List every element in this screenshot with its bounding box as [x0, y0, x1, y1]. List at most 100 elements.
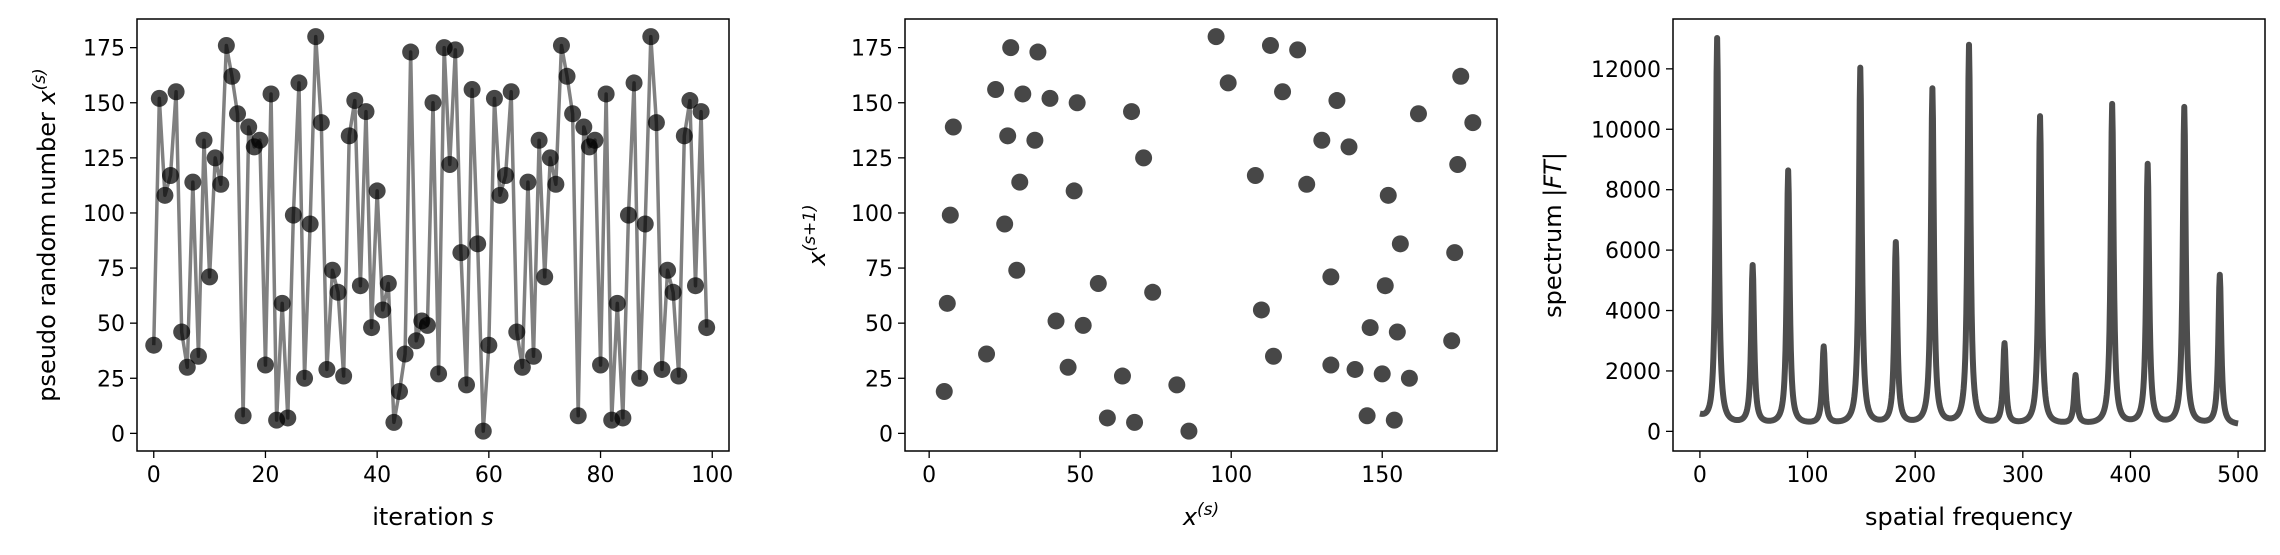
scatter-point [1409, 105, 1427, 123]
data-point [374, 301, 392, 319]
data-point [619, 206, 637, 224]
data-point [223, 67, 241, 85]
y-tick-label: 0 [879, 422, 893, 447]
data-point [418, 316, 436, 334]
scatter-point [1047, 312, 1065, 330]
data-point [675, 127, 693, 145]
data-point [569, 407, 587, 425]
y-tick-label: 2000 [1605, 360, 1661, 385]
y-tick-label: 8000 [1605, 179, 1661, 204]
data-point [681, 92, 699, 110]
scatter-point [1219, 74, 1237, 92]
scatter-point [1180, 422, 1198, 440]
data-point [396, 345, 414, 363]
y-axis-label: pseudo random number x(s) [30, 68, 61, 402]
scatter-point [1346, 360, 1364, 378]
data-point [469, 235, 487, 253]
data-point [670, 367, 688, 385]
data-point [357, 103, 375, 121]
x-tick-label: 80 [587, 463, 615, 488]
data-point [301, 215, 319, 233]
x-tick-label: 50 [1066, 463, 1094, 488]
data-point [430, 365, 448, 383]
data-point [446, 41, 464, 59]
scatter-point [1452, 67, 1470, 85]
data-point [424, 94, 442, 112]
x-tick-label: 200 [1894, 463, 1936, 488]
scatter-point [938, 294, 956, 312]
data-point [592, 356, 610, 374]
scatter-point [1373, 365, 1391, 383]
data-point [279, 409, 297, 427]
y-tick-label: 12000 [1591, 58, 1661, 83]
data-point [173, 323, 191, 341]
scatter-point [1391, 235, 1409, 253]
data-point [217, 36, 235, 54]
scatter-point [1358, 407, 1376, 425]
data-point [558, 67, 576, 85]
axes-frame [136, 18, 730, 452]
data-point [474, 422, 492, 440]
data-point [212, 175, 230, 193]
scatter-point [1059, 358, 1077, 376]
scatter-point [1026, 131, 1044, 149]
y-tick-label: 6000 [1605, 239, 1661, 264]
data-point [167, 83, 185, 101]
y-tick-label: 100 [83, 202, 125, 227]
y-axis-label: x(s+1) [800, 204, 831, 266]
scatter-point [1135, 149, 1153, 167]
data-point [150, 89, 168, 107]
data-point [458, 376, 476, 394]
data-point [625, 74, 643, 92]
axes-frame [1672, 18, 2266, 452]
data-point [290, 74, 308, 92]
data-point [463, 81, 481, 99]
x-tick-label: 0 [922, 463, 936, 488]
data-point [686, 277, 704, 295]
data-point [564, 105, 582, 123]
y-tick-label: 75 [97, 257, 125, 282]
data-point [502, 83, 520, 101]
panel-fourier-spectrum: 0 100 200 300 400 500 0 2000 4000 6000 8000 10000 12… [1539, 18, 2266, 531]
scatter-point [1041, 89, 1059, 107]
scatter-point [1388, 323, 1406, 341]
x-tick-label: 0 [1693, 463, 1707, 488]
data-point [513, 358, 531, 376]
scatter-point [1361, 319, 1379, 337]
data-point [441, 155, 459, 173]
scatter-point [1322, 268, 1340, 286]
scatter-point [1098, 409, 1116, 427]
x-tick-label: 300 [2002, 463, 2044, 488]
data-point [491, 186, 509, 204]
data-point [636, 215, 654, 233]
data-point [541, 149, 559, 167]
scatter-point [996, 215, 1014, 233]
data-point [452, 244, 470, 262]
data-point [296, 369, 314, 387]
x-axis-label: spatial frequency [1865, 503, 2073, 531]
scatter-point [999, 127, 1017, 145]
data-point [519, 173, 537, 191]
scatter-point [1340, 138, 1358, 156]
scatter-point [1464, 114, 1482, 132]
x-tick-label: 40 [363, 463, 391, 488]
y-tick-label: 10000 [1591, 118, 1661, 143]
scatter-point [1274, 83, 1292, 101]
scatter-point [1298, 175, 1316, 193]
scatter-point [1449, 155, 1467, 173]
data-point [608, 294, 626, 312]
data-point [335, 367, 353, 385]
scatter-point [1252, 301, 1270, 319]
data-point [368, 182, 386, 200]
y-axis-label: spectrum |FT| [1539, 152, 1567, 318]
scatter-point [1289, 41, 1307, 59]
data-point [156, 186, 174, 204]
data-point [162, 166, 180, 184]
y-tick-label: 50 [865, 312, 893, 337]
data-point [363, 319, 381, 337]
data-point [530, 131, 548, 149]
scatter-point [1376, 277, 1394, 295]
scatter-point [1065, 182, 1083, 200]
data-point [240, 118, 258, 136]
data-point [229, 105, 247, 123]
